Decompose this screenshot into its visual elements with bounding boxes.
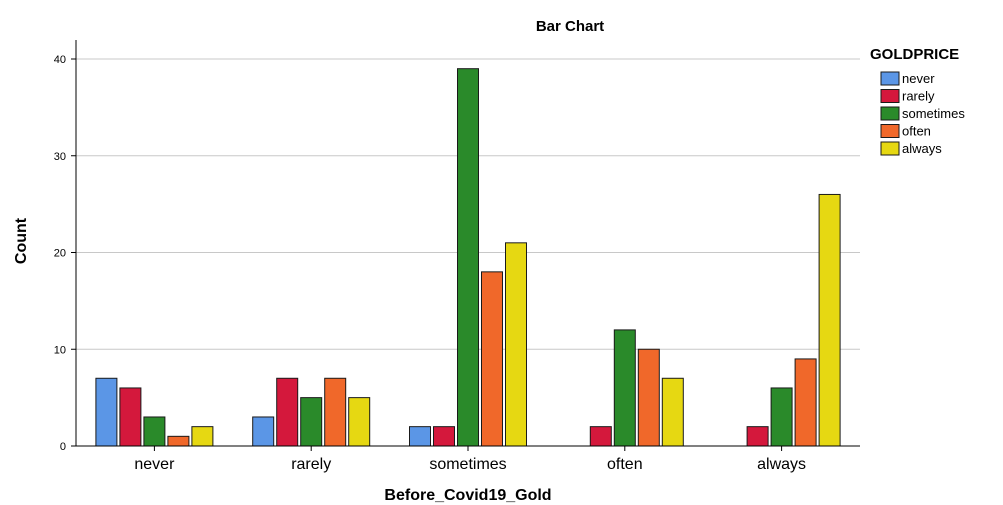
bar-always-always bbox=[818, 193, 841, 447]
bar-never-sometimes bbox=[143, 416, 166, 447]
bars-group bbox=[95, 68, 841, 447]
bar-sometimes-rarely bbox=[433, 426, 455, 447]
bar-never-never bbox=[95, 377, 118, 447]
y-tick-label: 10 bbox=[54, 344, 66, 356]
legend-label-often: often bbox=[902, 124, 931, 139]
chart-title: Bar Chart bbox=[536, 18, 604, 35]
bar-never-always bbox=[191, 426, 214, 447]
y-axis-ticks: 0 10 20 30 40 bbox=[54, 54, 76, 453]
x-tick-label-rarely: rarely bbox=[291, 456, 331, 473]
bar-rarely-sometimes bbox=[300, 397, 323, 447]
legend: GOLDPRICE never rarely sometimes often alway… bbox=[870, 46, 965, 156]
bar-never-rarely bbox=[119, 387, 142, 447]
legend-label-sometimes: sometimes bbox=[902, 106, 965, 121]
x-tick-label-never: never bbox=[134, 456, 175, 473]
bar-sometimes-often bbox=[481, 271, 503, 447]
y-tick-label: 30 bbox=[54, 151, 66, 163]
bar-sometimes-never bbox=[409, 426, 431, 447]
legend-label-rarely: rarely bbox=[902, 89, 935, 104]
bar-often-rarely bbox=[589, 426, 612, 447]
legend-label-never: never bbox=[902, 71, 935, 86]
y-tick-label: 20 bbox=[54, 248, 66, 260]
legend-swatch-always bbox=[880, 141, 900, 156]
bar-sometimes-sometimes bbox=[457, 68, 479, 447]
bar-always-often bbox=[794, 358, 817, 447]
bar-always-sometimes bbox=[770, 387, 793, 447]
bar-often-sometimes bbox=[613, 329, 636, 447]
legend-title: GOLDPRICE bbox=[870, 46, 959, 63]
y-tick-label: 0 bbox=[60, 441, 66, 453]
legend-swatch-never bbox=[880, 71, 900, 86]
bar-rarely-rarely bbox=[276, 377, 299, 447]
x-tick-label-always: always bbox=[757, 456, 806, 473]
bar-rarely-often bbox=[324, 377, 347, 447]
bar-often-often bbox=[637, 348, 660, 447]
bar-rarely-always bbox=[348, 397, 371, 447]
legend-items: never rarely sometimes often always bbox=[880, 71, 965, 156]
x-tick-label-often: often bbox=[607, 456, 643, 473]
bar-often-always bbox=[661, 377, 684, 447]
bar-always-rarely bbox=[746, 426, 769, 447]
y-tick-label: 40 bbox=[54, 54, 66, 66]
x-axis-title: Before_Covid19_Gold bbox=[384, 487, 551, 504]
legend-swatch-sometimes bbox=[880, 106, 900, 121]
bar-never-often bbox=[167, 435, 190, 447]
bar-sometimes-always bbox=[505, 242, 527, 447]
bar-rarely-never bbox=[252, 416, 275, 447]
x-tick-label-sometimes: sometimes bbox=[429, 456, 506, 473]
legend-swatch-often bbox=[880, 124, 900, 138]
y-axis-title: Count bbox=[13, 217, 30, 264]
x-axis-ticks: never rarely sometimes often always bbox=[134, 446, 806, 473]
legend-swatch-rarely bbox=[880, 89, 900, 103]
legend-label-always: always bbox=[902, 141, 942, 156]
